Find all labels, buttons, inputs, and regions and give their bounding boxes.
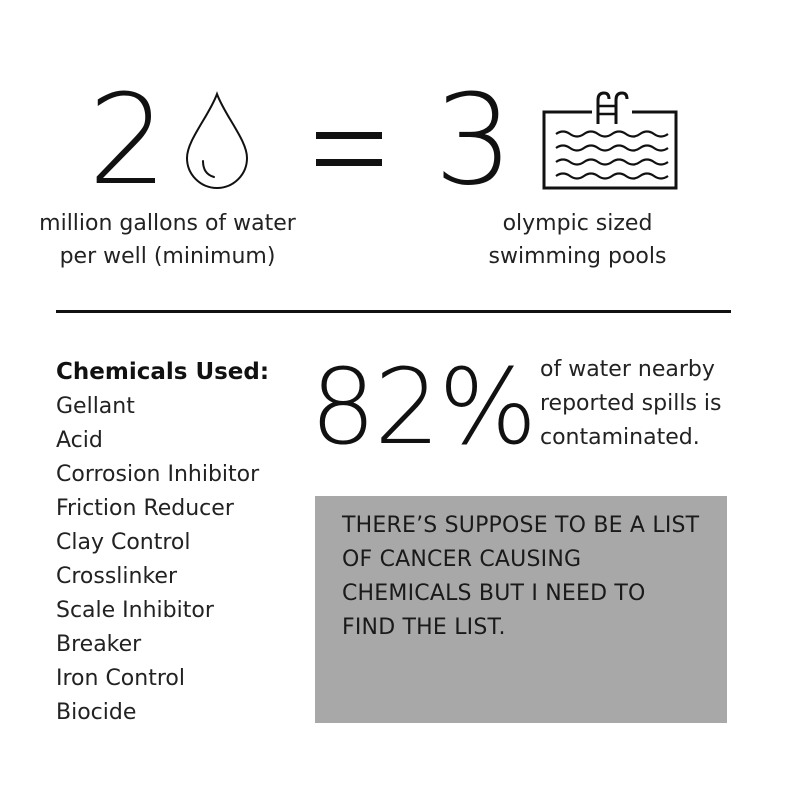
chemical-item: Iron Control [56, 666, 185, 691]
pool-count-number: 3 [434, 68, 514, 213]
pool-caption: olympic sized swimming pools [460, 207, 695, 273]
note-line3: CHEMICALS BUT I NEED TO [342, 581, 646, 606]
chemical-item: Gellant [56, 394, 135, 419]
contamination-line1: of water nearby [540, 357, 715, 382]
chemical-item: Friction Reducer [56, 496, 234, 521]
chemical-item: Clay Control [56, 530, 191, 555]
pool-caption-line1: olympic sized [502, 211, 653, 236]
note-line4: FIND THE LIST. [342, 615, 506, 640]
water-caption-line1: million gallons of water [39, 211, 296, 236]
contamination-line2: reported spills is [540, 391, 722, 416]
section-divider [56, 310, 731, 313]
water-caption: million gallons of water per well (minim… [30, 207, 305, 273]
contamination-line3: contaminated. [540, 425, 700, 450]
note-line1: THERE’S SUPPOSE TO BE A LIST [342, 513, 700, 538]
chemicals-list: Gellant Acid Corrosion Inhibitor Frictio… [56, 390, 259, 730]
chemicals-heading: Chemicals Used: [56, 359, 270, 385]
water-gallons-number: 2 [88, 68, 168, 213]
water-caption-line2: per well (minimum) [59, 244, 276, 269]
note-line2: OF CANCER CAUSING [342, 547, 582, 572]
chemical-item: Breaker [56, 632, 142, 657]
chemical-item: Scale Inhibitor [56, 598, 214, 623]
chemical-item: Biocide [56, 700, 137, 725]
equals-sign [316, 132, 382, 166]
chemical-item: Corrosion Inhibitor [56, 462, 260, 487]
chemical-item: Acid [56, 428, 103, 453]
placeholder-note-text: THERE’S SUPPOSE TO BE A LIST OF CANCER C… [342, 509, 717, 645]
placeholder-note-box: THERE’S SUPPOSE TO BE A LIST OF CANCER C… [315, 496, 727, 723]
chemical-item: Crosslinker [56, 564, 178, 589]
swimming-pool-icon [542, 91, 678, 190]
contamination-description: of water nearby reported spills is conta… [540, 353, 750, 455]
water-drop-icon [185, 91, 249, 189]
contamination-percent: 82% [310, 346, 537, 468]
pool-caption-line2: swimming pools [488, 244, 667, 269]
